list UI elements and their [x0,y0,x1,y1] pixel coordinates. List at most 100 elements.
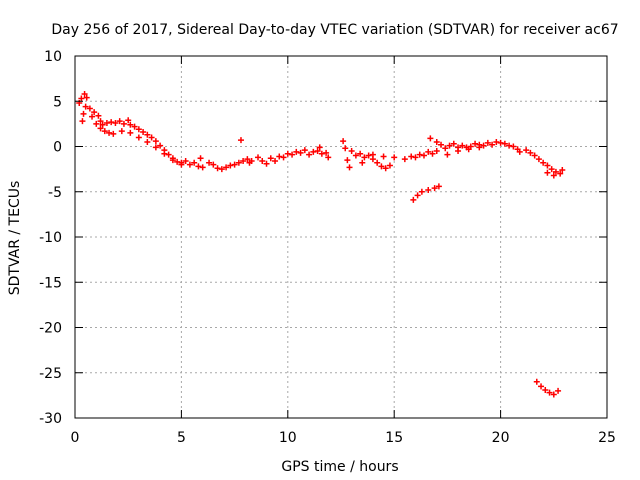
data-point [244,156,251,163]
data-point [465,146,472,153]
data-point [289,151,296,158]
data-point [240,157,247,164]
data-point [323,149,330,156]
data-point [555,387,562,394]
data-point [531,152,538,159]
data-point [310,148,317,155]
data-point [89,113,96,120]
data-point [125,117,132,124]
data-point [110,130,117,137]
data-point [280,154,287,161]
data-point [99,121,106,128]
data-point [484,139,491,146]
data-point [340,138,347,145]
data-point [178,161,185,168]
data-point [538,383,545,390]
data-point [348,148,355,155]
data-point [223,164,230,171]
data-point [450,140,457,147]
data-point [199,164,206,171]
data-point [542,386,549,393]
data-points [76,91,566,398]
data-point [540,159,547,166]
data-point [325,154,332,161]
data-point [144,131,151,138]
data-point [416,151,423,158]
data-point [544,162,551,169]
data-point [412,154,419,161]
data-point [361,154,368,161]
gridlines [75,56,607,418]
data-point [140,129,147,136]
data-point [346,164,353,171]
data-point [382,165,389,172]
y-tick-label: -20 [39,321,62,337]
data-point [284,150,291,157]
data-point [301,147,308,154]
data-point [459,142,466,149]
x-tick-label: 25 [598,430,616,446]
data-point [472,140,479,147]
data-point [391,154,398,161]
data-point [118,128,125,135]
data-point [106,129,113,136]
data-point [374,159,381,166]
data-point [93,120,100,127]
data-point [297,149,304,156]
data-point [237,137,244,144]
data-point [80,110,87,117]
data-point [135,134,142,141]
data-point [135,126,142,133]
data-point [476,144,483,151]
data-point [218,166,225,173]
data-point [169,157,176,164]
y-tick-label: 5 [53,94,62,110]
x-tick-label: 15 [385,430,403,446]
data-point [433,148,440,155]
y-tick-label: -30 [39,411,62,427]
data-point [127,129,134,136]
data-point [197,155,204,162]
data-point [344,157,351,164]
data-point [316,144,323,151]
data-point [359,159,366,166]
data-point [214,165,221,172]
data-point [427,135,434,142]
y-tick-label: 0 [53,140,62,156]
data-point [235,159,242,166]
x-tick-label: 20 [492,430,510,446]
data-point [557,170,564,177]
data-point [78,95,85,102]
data-point [378,163,385,170]
data-point [116,118,123,125]
data-point [506,142,513,149]
data-point [357,150,364,157]
data-point [148,134,155,141]
data-point [127,121,134,128]
data-point [342,145,349,152]
data-point [425,148,432,155]
data-point [195,163,202,170]
data-point [263,160,270,167]
data-point [429,150,436,157]
data-point [493,138,500,145]
data-point [97,118,104,125]
data-point [365,152,372,159]
data-point [97,125,104,132]
data-point [497,139,504,146]
y-tick-label: -25 [39,366,62,382]
data-point [157,142,164,149]
data-point [231,161,238,168]
data-point [227,162,234,169]
data-point [248,157,255,164]
data-point [103,119,110,126]
data-point [552,168,559,175]
data-point [544,169,551,176]
data-point [95,112,102,119]
data-point [83,94,90,101]
x-tick-label: 5 [177,430,186,446]
data-point [431,185,438,192]
data-point [161,150,168,157]
data-point [550,172,557,179]
